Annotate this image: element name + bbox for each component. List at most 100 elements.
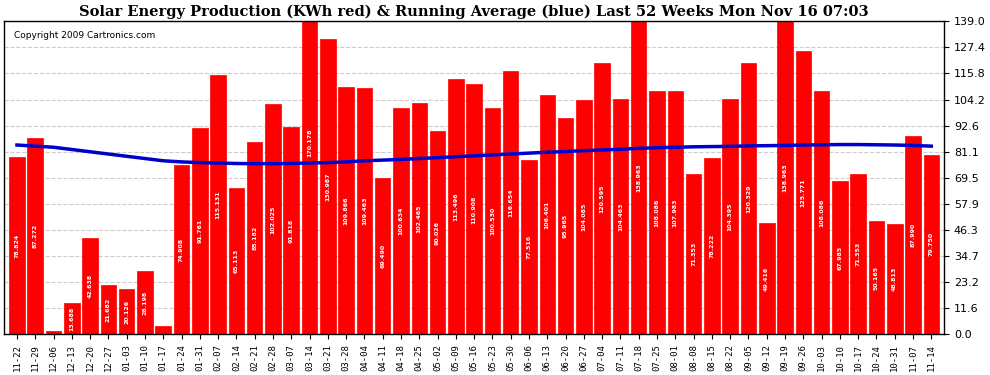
Bar	[247, 142, 262, 334]
Bar	[356, 88, 372, 334]
Text: 78.824: 78.824	[15, 233, 20, 258]
Bar	[833, 181, 847, 334]
Bar	[192, 128, 208, 334]
Bar	[320, 39, 336, 334]
Text: 109.463: 109.463	[362, 197, 367, 225]
Text: 91.818: 91.818	[289, 219, 294, 243]
Bar	[521, 160, 537, 334]
Bar	[302, 0, 318, 334]
Text: 138.963: 138.963	[637, 164, 642, 192]
Text: 100.634: 100.634	[399, 207, 404, 235]
Text: Copyright 2009 Cartronics.com: Copyright 2009 Cartronics.com	[14, 30, 154, 39]
Text: 21.682: 21.682	[106, 298, 111, 322]
Text: 110.908: 110.908	[471, 195, 476, 223]
Bar	[485, 108, 500, 334]
Bar	[924, 154, 940, 334]
Bar	[82, 238, 98, 334]
Text: 104.085: 104.085	[581, 203, 586, 231]
Text: 78.222: 78.222	[710, 234, 715, 258]
Text: 85.182: 85.182	[252, 226, 257, 251]
Text: 102.465: 102.465	[417, 205, 422, 233]
Text: 74.908: 74.908	[179, 238, 184, 262]
Bar	[138, 271, 152, 334]
Bar	[649, 91, 664, 334]
Text: 120.595: 120.595	[600, 184, 605, 213]
Text: 120.329: 120.329	[745, 184, 751, 213]
Bar	[283, 128, 299, 334]
Bar	[430, 131, 446, 334]
Bar	[210, 75, 226, 334]
Bar	[28, 138, 43, 334]
Bar	[631, 21, 646, 334]
Text: 108.086: 108.086	[654, 198, 659, 226]
Bar	[393, 108, 409, 334]
Text: 79.750: 79.750	[929, 232, 934, 256]
Text: 104.395: 104.395	[728, 202, 733, 231]
Text: 104.463: 104.463	[618, 202, 623, 231]
Bar	[704, 158, 720, 334]
Bar	[339, 87, 353, 334]
Text: 90.026: 90.026	[435, 221, 441, 245]
Title: Solar Energy Production (KWh red) & Running Average (blue) Last 52 Weeks Mon Nov: Solar Energy Production (KWh red) & Runn…	[79, 4, 869, 18]
Bar	[723, 99, 738, 334]
Text: 77.516: 77.516	[527, 235, 532, 259]
Bar	[905, 136, 921, 334]
Text: 28.198: 28.198	[143, 290, 148, 315]
Bar	[265, 104, 281, 334]
Bar	[540, 94, 555, 334]
Text: 49.416: 49.416	[764, 267, 769, 291]
Text: 125.771: 125.771	[801, 178, 806, 207]
Bar	[814, 91, 830, 334]
Text: 108.086: 108.086	[819, 198, 824, 226]
Bar	[46, 330, 61, 334]
Bar	[101, 285, 116, 334]
Bar	[412, 104, 427, 334]
Text: 170.178: 170.178	[307, 128, 312, 157]
Text: 106.401: 106.401	[544, 200, 549, 229]
Text: 100.530: 100.530	[490, 207, 495, 235]
Text: 115.131: 115.131	[216, 190, 221, 219]
Text: 48.813: 48.813	[892, 267, 897, 291]
Bar	[375, 178, 390, 334]
Text: 130.987: 130.987	[326, 172, 331, 201]
Bar	[613, 99, 629, 334]
Bar	[64, 303, 79, 334]
Text: 50.165: 50.165	[874, 266, 879, 290]
Bar	[155, 327, 171, 334]
Bar	[759, 223, 774, 334]
Bar	[9, 157, 25, 334]
Text: 71.353: 71.353	[855, 242, 860, 266]
Bar	[777, 21, 793, 334]
Text: 69.490: 69.490	[380, 244, 385, 268]
Text: 71.353: 71.353	[691, 242, 696, 266]
Bar	[594, 63, 610, 334]
Bar	[796, 51, 811, 334]
Bar	[466, 84, 482, 334]
Text: 102.025: 102.025	[270, 205, 275, 234]
Bar	[557, 118, 573, 334]
Text: 13.688: 13.688	[69, 307, 74, 331]
Text: 20.126: 20.126	[124, 300, 129, 324]
Text: 87.272: 87.272	[33, 224, 38, 248]
Bar	[686, 174, 701, 334]
Bar	[229, 188, 245, 334]
Bar	[667, 91, 683, 334]
Text: 87.990: 87.990	[911, 223, 916, 247]
Bar	[868, 221, 884, 334]
Text: 65.113: 65.113	[234, 249, 239, 273]
Text: 95.965: 95.965	[563, 214, 568, 238]
Text: 109.866: 109.866	[344, 196, 348, 225]
Bar	[503, 72, 519, 334]
Bar	[448, 79, 463, 334]
Text: 42.638: 42.638	[87, 274, 93, 298]
Bar	[576, 100, 592, 334]
Text: 113.496: 113.496	[453, 192, 458, 221]
Text: 107.983: 107.983	[673, 198, 678, 227]
Bar	[850, 174, 866, 334]
Bar	[119, 289, 135, 334]
Bar	[887, 224, 903, 334]
Text: 116.654: 116.654	[508, 189, 513, 217]
Text: 91.761: 91.761	[197, 219, 202, 243]
Text: 67.985: 67.985	[838, 246, 842, 270]
Text: 138.963: 138.963	[782, 164, 787, 192]
